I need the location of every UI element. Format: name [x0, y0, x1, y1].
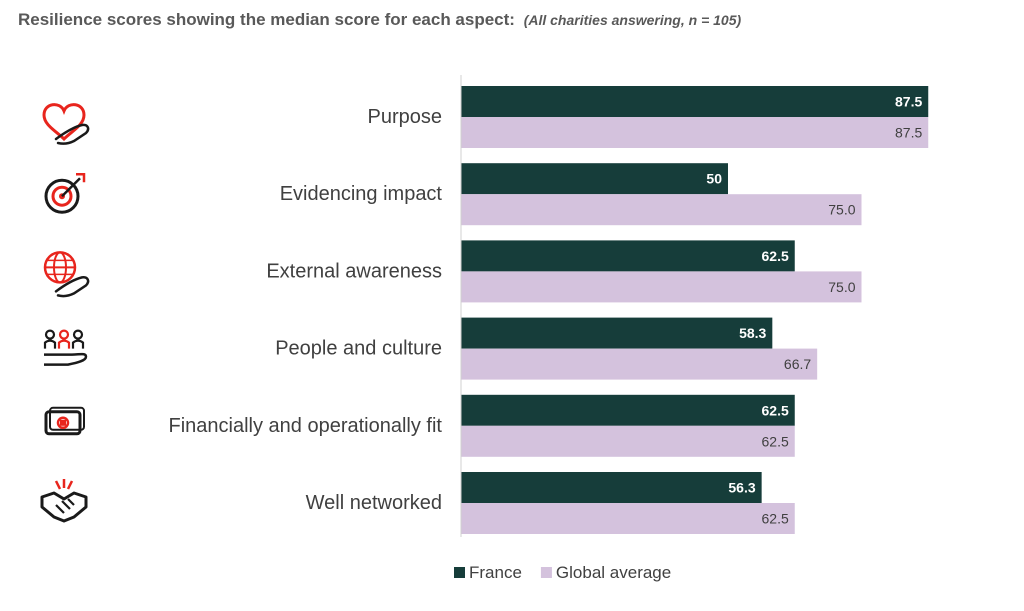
category-label-purpose: Purpose — [368, 106, 443, 128]
data-label-global-average-purpose: 87.5 — [895, 125, 922, 141]
data-label-global-average-people-and-culture: 66.7 — [784, 356, 811, 372]
bars-group: Purpose 87.5 87.5 Evidencing impact 50 75.0 Ex… — [169, 86, 929, 534]
category-label-financially-and-operationally-fit: Financially and operationally fit — [169, 415, 443, 437]
data-label-france-evidencing-impact: 50 — [706, 171, 722, 187]
legend-label-france: France — [469, 563, 522, 582]
bar-global-average-well-networked — [461, 503, 795, 534]
category-label-well-networked: Well networked — [306, 492, 442, 514]
data-label-france-purpose: 87.5 — [895, 94, 922, 110]
bar-france-evidencing-impact — [461, 163, 728, 195]
data-label-global-average-evidencing-impact: 75.0 — [828, 202, 855, 218]
data-label-france-financially-and-operationally-fit: 62.5 — [762, 402, 789, 418]
chart-title: Resilience scores showing the median sco… — [18, 10, 741, 30]
bar-france-financially-and-operationally-fit — [461, 394, 795, 426]
bar-global-average-evidencing-impact — [461, 194, 862, 226]
category-label-evidencing-impact: Evidencing impact — [280, 183, 443, 205]
legend-swatch-france — [454, 567, 465, 578]
bar-france-well-networked — [461, 472, 762, 503]
target-arrow-icon — [44, 172, 86, 214]
chart-title-text: Resilience scores showing the median sco… — [18, 10, 515, 29]
heart-hand-icon — [42, 103, 90, 145]
globe-hand-icon — [43, 251, 90, 298]
people-hand-icon — [43, 329, 88, 366]
money-icon — [44, 406, 85, 436]
legend-swatch-global-average — [540, 567, 552, 578]
bar-global-average-people-and-culture — [461, 348, 818, 380]
handshake-icon — [40, 479, 88, 523]
icon-column — [40, 103, 90, 523]
category-label-people-and-culture: People and culture — [275, 338, 442, 360]
bar-france-external-awareness — [461, 240, 795, 272]
data-label-france-external-awareness: 62.5 — [762, 248, 789, 264]
data-label-global-average-external-awareness: 75.0 — [828, 279, 855, 295]
bar-global-average-purpose — [461, 117, 929, 148]
bar-france-purpose — [461, 86, 929, 117]
bar-global-average-financially-and-operationally-fit — [461, 425, 795, 457]
legend: France Global average — [454, 563, 671, 582]
legend-label-global-average: Global average — [556, 563, 671, 582]
bar-france-people-and-culture — [461, 317, 773, 349]
data-label-france-well-networked: 56.3 — [728, 480, 755, 496]
data-label-global-average-well-networked: 62.5 — [762, 511, 789, 527]
chart-subtitle: (All charities answering, n = 105) — [523, 12, 742, 28]
bar-global-average-external-awareness — [461, 271, 862, 303]
category-label-external-awareness: External awareness — [266, 260, 442, 282]
data-label-france-people-and-culture: 58.3 — [739, 325, 766, 341]
data-label-global-average-financially-and-operationally-fit: 62.5 — [762, 433, 789, 449]
